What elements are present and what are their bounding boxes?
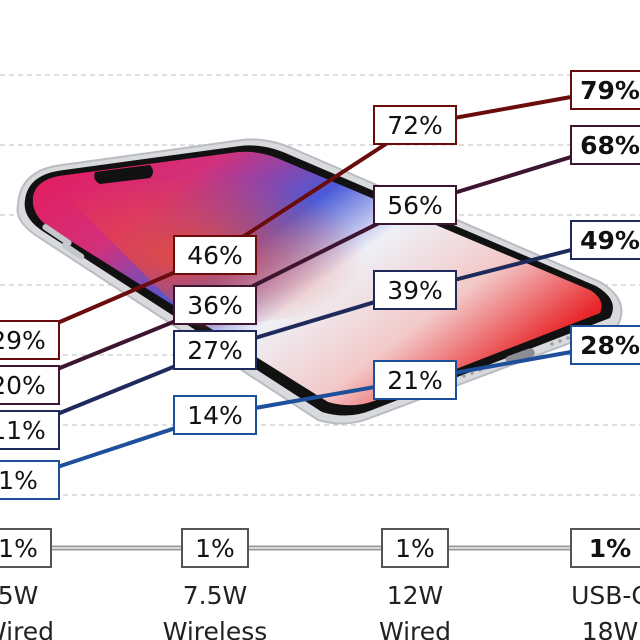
data-label: 11% bbox=[0, 410, 60, 450]
data-label-box bbox=[373, 360, 457, 400]
data-label-box bbox=[0, 365, 60, 405]
data-label: 1% bbox=[0, 460, 60, 500]
data-label: 68% bbox=[570, 125, 640, 165]
data-label: 29% bbox=[0, 320, 60, 360]
data-label-text: 1% bbox=[0, 534, 38, 563]
data-label: 27% bbox=[173, 330, 257, 370]
data-label: 20% bbox=[0, 365, 60, 405]
data-label-box bbox=[0, 320, 60, 360]
data-label: 1% bbox=[381, 528, 449, 568]
data-label-text: 28% bbox=[580, 331, 640, 360]
data-label-box bbox=[173, 395, 257, 435]
data-label-box bbox=[570, 220, 640, 260]
data-label: 1% bbox=[0, 528, 52, 568]
data-label-text: 1% bbox=[589, 534, 631, 563]
data-label: 46% bbox=[173, 235, 257, 275]
series-line bbox=[16, 343, 612, 482]
data-label-text: 1% bbox=[0, 466, 38, 495]
data-label-box bbox=[373, 105, 457, 145]
data-label-text: 36% bbox=[187, 291, 243, 320]
series-layer: 29% 46% 72% 79% 20% 36% 56% 68% 11% 27% 39% 49% 1% 14… bbox=[0, 70, 640, 568]
data-label: 49% bbox=[570, 220, 640, 260]
x-tick-label: 12W bbox=[387, 581, 444, 610]
data-label-box bbox=[373, 185, 457, 225]
data-label-box bbox=[173, 330, 257, 370]
data-label: 36% bbox=[173, 285, 257, 325]
data-label-text: 14% bbox=[187, 401, 243, 430]
data-label-box bbox=[0, 460, 60, 500]
series-4: 1% 1% 1% 1% bbox=[0, 528, 640, 568]
series-line bbox=[16, 143, 612, 387]
data-label-box bbox=[570, 70, 640, 110]
x-tick-label: 5W bbox=[0, 581, 38, 610]
data-label-text: 56% bbox=[387, 191, 443, 220]
x-tick-label: 7.5W bbox=[183, 581, 247, 610]
data-label-text: 79% bbox=[580, 76, 640, 105]
series-2: 11% 27% 39% 49% bbox=[0, 220, 640, 450]
x-tick-label-line2: 18W bbox=[582, 617, 639, 640]
data-label-text: 27% bbox=[187, 336, 243, 365]
data-label-box bbox=[173, 235, 257, 275]
data-label-box bbox=[381, 528, 449, 568]
x-tick-label-line2: Wired bbox=[0, 617, 54, 640]
series-line bbox=[16, 88, 612, 342]
data-label-box bbox=[570, 528, 640, 568]
x-tick-label-line2: Wired bbox=[379, 617, 451, 640]
series-1: 20% 36% 56% 68% bbox=[0, 125, 640, 405]
data-label-box bbox=[373, 270, 457, 310]
data-label: 56% bbox=[373, 185, 457, 225]
data-label: 28% bbox=[570, 325, 640, 365]
data-label-box bbox=[570, 125, 640, 165]
series-3: 1% 14% 21% 28% bbox=[0, 325, 640, 500]
data-label-text: 1% bbox=[195, 534, 235, 563]
data-label: 14% bbox=[173, 395, 257, 435]
data-label: 72% bbox=[373, 105, 457, 145]
data-label-text: 1% bbox=[395, 534, 435, 563]
x-axis: 5W Wired 7.5W Wireless 12W Wired USB-C 18W bbox=[0, 581, 640, 640]
data-label: 1% bbox=[570, 528, 640, 568]
series-0: 29% 46% 72% 79% bbox=[0, 70, 640, 360]
data-label-text: 68% bbox=[580, 131, 640, 160]
data-label-text: 11% bbox=[0, 416, 46, 445]
data-label-box bbox=[181, 528, 249, 568]
data-label-text: 21% bbox=[387, 366, 443, 395]
data-label-box bbox=[570, 325, 640, 365]
data-label: 39% bbox=[373, 270, 457, 310]
iphone-x-photo bbox=[16, 138, 623, 425]
data-label: 21% bbox=[373, 360, 457, 400]
data-label: 79% bbox=[570, 70, 640, 110]
data-label-text: 72% bbox=[387, 111, 443, 140]
data-label: 1% bbox=[181, 528, 249, 568]
series-line bbox=[16, 238, 612, 432]
data-label-text: 39% bbox=[387, 276, 443, 305]
data-label-box bbox=[173, 285, 257, 325]
x-tick-label-line2: Wireless bbox=[163, 617, 268, 640]
data-label-text: 29% bbox=[0, 326, 46, 355]
data-label-text: 46% bbox=[187, 241, 243, 270]
data-label-box bbox=[0, 528, 52, 568]
x-tick-label: USB-C bbox=[571, 581, 640, 610]
data-label-text: 49% bbox=[580, 226, 640, 255]
data-label-box bbox=[0, 410, 60, 450]
data-label-text: 20% bbox=[0, 371, 46, 400]
